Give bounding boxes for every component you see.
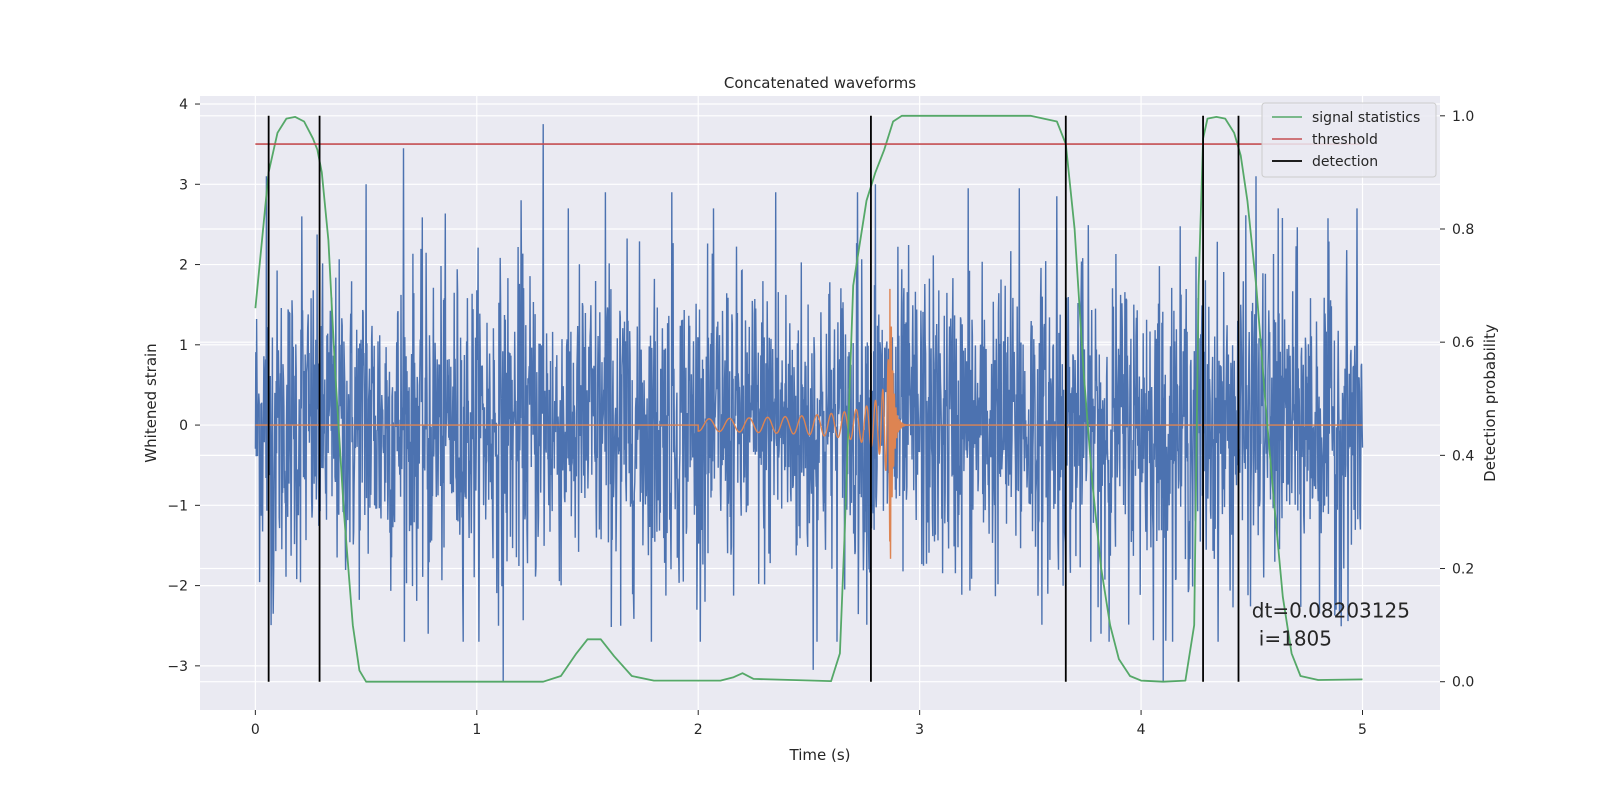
y-tick-label: 3 [179, 177, 188, 193]
x-tick-label: 5 [1358, 722, 1367, 738]
y-tick-label: 4 [179, 97, 188, 113]
strain-line [254, 124, 1364, 682]
legend-box [1261, 102, 1437, 178]
detection-series [267, 115, 1240, 682]
y2-tick-label: 0.8 [1452, 222, 1474, 238]
x-tick-label: 4 [1137, 722, 1146, 738]
legend: signal statistics threshold detection [1261, 102, 1437, 178]
x-tick-label: 0 [251, 722, 260, 738]
y2-tick-label: 0.0 [1452, 675, 1474, 691]
y-axis-ticks: −3 −2 −1 0 1 2 3 4 [167, 97, 200, 675]
y-tick-label: −2 [167, 579, 188, 595]
legend-label-threshold: threshold [1312, 132, 1378, 148]
strain-series [254, 124, 1364, 682]
y2-tick-label: 0.4 [1452, 448, 1474, 464]
y-tick-label: 0 [179, 418, 188, 434]
x-axis-label: Time (s) [789, 746, 851, 764]
x-tick-label: 3 [915, 722, 924, 738]
legend-label-signal-statistics: signal statistics [1312, 110, 1420, 126]
chirp-line [255, 288, 1363, 559]
y2-axis-ticks: 0.0 0.2 0.4 0.6 0.8 1.0 [1440, 109, 1474, 691]
y2-tick-label: 0.2 [1452, 562, 1474, 578]
y2-tick-label: 0.6 [1452, 335, 1474, 351]
y2-axis-label: Detection probability [1481, 324, 1499, 482]
x-tick-label: 1 [472, 722, 481, 738]
x-tick-label: 2 [694, 722, 703, 738]
legend-label-detection: detection [1312, 154, 1378, 170]
signal-statistics-series [254, 114, 1363, 683]
annotation-dt: dt=0.08203125 [1252, 599, 1410, 623]
chart-title: Concatenated waveforms [724, 74, 916, 92]
annotation-index: i=1805 [1259, 627, 1332, 651]
y2-tick-label: 1.0 [1452, 109, 1474, 125]
signal-statistics-line [254, 114, 1363, 683]
y-tick-label: 1 [179, 338, 188, 354]
y-axis-label: Whitened strain [142, 343, 160, 462]
x-axis-ticks: 0 1 2 3 4 5 [251, 710, 1367, 738]
y-tick-label: −1 [167, 498, 188, 514]
y-tick-label: 2 [179, 258, 188, 274]
y-tick-label: −3 [167, 659, 188, 675]
chirp-series [255, 288, 1363, 559]
